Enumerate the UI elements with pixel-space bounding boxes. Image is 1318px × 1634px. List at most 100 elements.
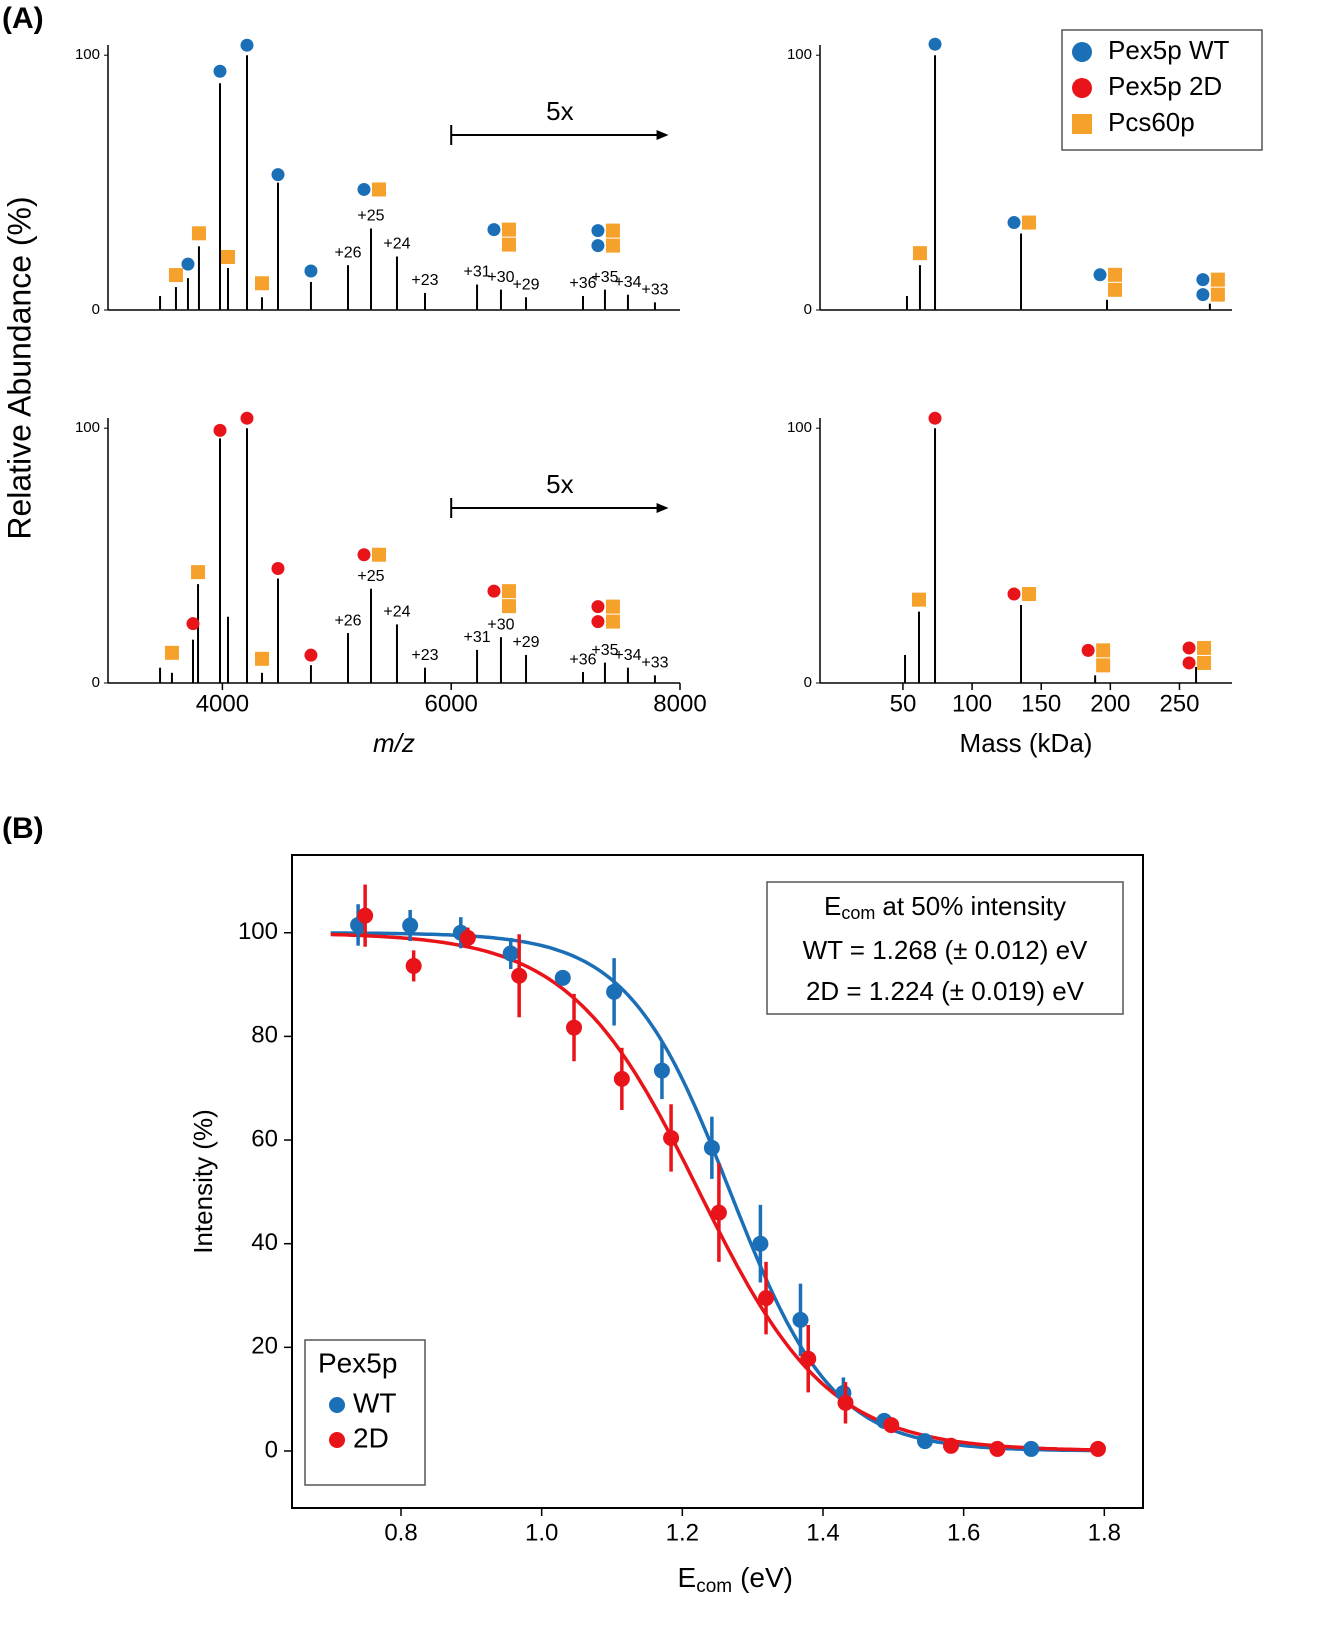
y-axis-label: Relative Abundance (%) xyxy=(1,196,37,539)
peak-label: +31 xyxy=(463,629,490,646)
y-tick-label: 100 xyxy=(75,419,100,436)
x-tick-label: 1.4 xyxy=(806,1519,839,1546)
species-square xyxy=(1022,587,1037,602)
species-circle xyxy=(1196,288,1210,302)
species-circle xyxy=(591,239,605,253)
data-point xyxy=(502,945,519,962)
species-square xyxy=(191,226,206,241)
legend-label: 2D xyxy=(353,1422,389,1453)
data-point xyxy=(883,1417,900,1434)
x-axis-label: m/z xyxy=(373,728,415,758)
legend-label: WT xyxy=(353,1387,397,1418)
legend-box xyxy=(304,1339,426,1486)
y-tick-label: 0 xyxy=(92,674,100,691)
x-tick-label: 6000 xyxy=(425,690,478,717)
x-tick-label: 150 xyxy=(1021,690,1061,717)
legend-label: Pex5p WT xyxy=(1108,35,1229,65)
species-circle xyxy=(271,168,285,182)
species-circle xyxy=(928,411,942,425)
peak-label: +23 xyxy=(411,647,438,664)
data-point xyxy=(752,1235,769,1252)
data-point xyxy=(942,1437,959,1454)
panel-label: (B) xyxy=(2,812,44,845)
data-point xyxy=(554,969,571,986)
species-square xyxy=(912,246,927,261)
annotation-box xyxy=(766,881,1124,1015)
peak-label: +25 xyxy=(357,568,384,585)
peak-label: +26 xyxy=(334,612,361,629)
data-point xyxy=(405,957,422,974)
species-circle xyxy=(928,37,942,51)
species-square xyxy=(254,276,269,291)
species-square xyxy=(1210,287,1225,302)
species-square xyxy=(911,592,926,607)
species-square xyxy=(1096,643,1111,658)
peak-label: +24 xyxy=(383,236,410,253)
data-point xyxy=(663,1129,680,1146)
species-circle xyxy=(591,600,605,614)
peak-label: +36 xyxy=(569,651,596,668)
species-square xyxy=(501,584,516,599)
peak-label: +34 xyxy=(614,274,641,291)
legend-marker xyxy=(1072,42,1092,62)
species-square xyxy=(501,222,516,237)
species-square xyxy=(501,237,516,252)
data-point xyxy=(710,1204,727,1221)
y-tick-label: 80 xyxy=(251,1022,278,1049)
peak-label: +30 xyxy=(487,269,514,286)
species-circle xyxy=(240,411,254,425)
annotation-line: WT = 1.268 (± 0.012) eV xyxy=(803,935,1088,965)
species-circle xyxy=(1093,268,1107,282)
x-axis-label-main: E xyxy=(678,1562,697,1593)
x-tick-label: 100 xyxy=(952,690,992,717)
data-point xyxy=(613,1070,630,1087)
species-circle xyxy=(487,223,501,237)
species-circle xyxy=(271,562,285,576)
species-square xyxy=(1108,282,1123,297)
legend-marker xyxy=(329,1397,345,1413)
x-tick-label: 50 xyxy=(890,690,917,717)
scale-arrow-head xyxy=(656,130,669,140)
y-tick-label: 0 xyxy=(804,674,812,691)
peak-label: +25 xyxy=(357,208,384,225)
peak-label: +31 xyxy=(463,264,490,281)
species-square xyxy=(501,599,516,614)
x-axis-label: Mass (kDa) xyxy=(960,728,1093,758)
scale-arrow-head xyxy=(656,503,669,513)
peak-label: +34 xyxy=(614,647,641,664)
data-point xyxy=(511,967,528,984)
species-square xyxy=(605,238,620,253)
x-tick-label: 4000 xyxy=(196,690,249,717)
peak-label: +35 xyxy=(591,642,618,659)
species-square xyxy=(168,268,183,283)
annotation-title: Ecom at 50% intensity xyxy=(824,891,1066,923)
scale-label: 5x xyxy=(546,96,573,126)
y-tick-label: 40 xyxy=(251,1229,278,1256)
species-square xyxy=(605,614,620,629)
species-circle xyxy=(213,64,227,78)
peak-label: +30 xyxy=(487,616,514,633)
peak-label: +23 xyxy=(411,272,438,289)
panel-label: (A) xyxy=(2,2,44,35)
species-circle xyxy=(240,38,254,52)
species-square xyxy=(1197,640,1212,655)
legend-marker xyxy=(1072,78,1092,98)
species-square xyxy=(1096,658,1111,673)
annotation-title-sub: com xyxy=(841,903,875,923)
species-square xyxy=(372,547,387,562)
species-circle xyxy=(181,257,195,271)
x-tick-label: 1.6 xyxy=(947,1519,980,1546)
peak-label: +24 xyxy=(383,604,410,621)
data-point xyxy=(402,917,419,934)
legend-marker xyxy=(329,1432,345,1448)
species-circle xyxy=(1182,656,1196,670)
data-point xyxy=(653,1062,670,1079)
annotation-line: 2D = 1.224 (± 0.019) eV xyxy=(806,976,1085,1006)
y-tick-label: 0 xyxy=(804,301,812,318)
x-tick-label: 1.8 xyxy=(1088,1519,1121,1546)
y-tick-label: 60 xyxy=(251,1125,278,1152)
data-point xyxy=(606,983,623,1000)
x-tick-label: 0.8 xyxy=(384,1519,417,1546)
species-circle xyxy=(304,648,318,662)
